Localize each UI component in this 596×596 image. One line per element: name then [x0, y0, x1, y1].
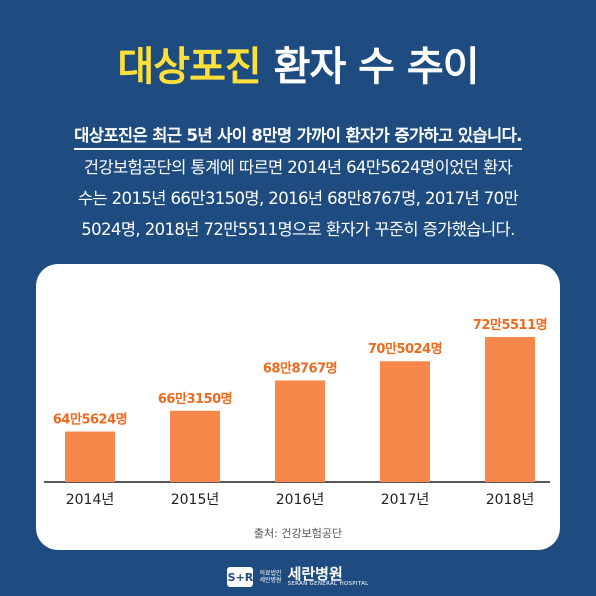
tick-label-2014년: 2014년 [66, 492, 115, 508]
logo-sub-label: 의료법인 세란병원 [259, 570, 281, 584]
title-rest: 환자 수 추이 [273, 44, 480, 90]
page-title: 대상포진 환자 수 추이 [0, 34, 596, 92]
chart-card: 64만5624명 2014년 66만3150명 2015년 68만8767명 2016년 7… [36, 264, 560, 550]
data-label-2015년: 66만3150명 [158, 391, 232, 407]
data-label-2017년: 70만5024명 [368, 341, 442, 357]
data-label-2014년: 64만5624명 [53, 412, 127, 428]
logo-sub1: 의료법인 [259, 570, 282, 577]
bar-chart: 64만5624명 2014년 66만3150명 2015년 68만8767명 2016년 7… [44, 317, 550, 508]
footer-logo: S+R 의료법인 세란병원 세란병원 SERAN GENERAL HOSPITA… [0, 566, 596, 588]
bar-2016년 [275, 380, 325, 482]
source-note: 출처: 건강보험공단 [253, 527, 343, 540]
data-label-2016년: 68만8767명 [263, 360, 337, 376]
logo-name: 세란병원 [287, 564, 343, 583]
title-highlight: 대상포진 [117, 44, 262, 90]
tick-label-2017년: 2017년 [381, 492, 430, 508]
tick-label-2016년: 2016년 [276, 492, 325, 508]
logo-text: 세란병원 SERAN GENERAL HOSPITAL [287, 564, 369, 588]
intro-text: 대상포진은 최근 5년 사이 8만명 가까이 환자가 증가하고 있습니다. 건강… [0, 120, 596, 245]
intro-line-3: 5024명, 2018년 72만5511명으로 환자가 꾸준히 증가했습니다. [81, 220, 515, 239]
data-label-2018년: 72만5511명 [473, 317, 547, 333]
logo-english: SERAN GENERAL HOSPITAL [287, 580, 369, 587]
logo-sub2: 세란병원 [259, 577, 282, 584]
intro-line-2: 수는 2015년 66만3150명, 2016년 68만8767명, 2017년… [77, 189, 519, 208]
bar-2017년 [380, 361, 430, 482]
intro-line-1: 건강보험공단의 통계에 따르면 2014년 64만5624명이었던 환자 [83, 158, 513, 177]
bar-2015년 [170, 410, 220, 482]
bar-2018년 [485, 337, 535, 482]
hospital-logo-icon: S+R [227, 567, 254, 587]
bar-2014년 [65, 431, 115, 482]
intro-lead: 대상포진은 최근 5년 사이 8만명 가까이 환자가 증가하고 있습니다. [74, 125, 522, 150]
tick-label-2018년: 2018년 [486, 492, 535, 508]
tick-label-2015년: 2015년 [171, 492, 220, 508]
